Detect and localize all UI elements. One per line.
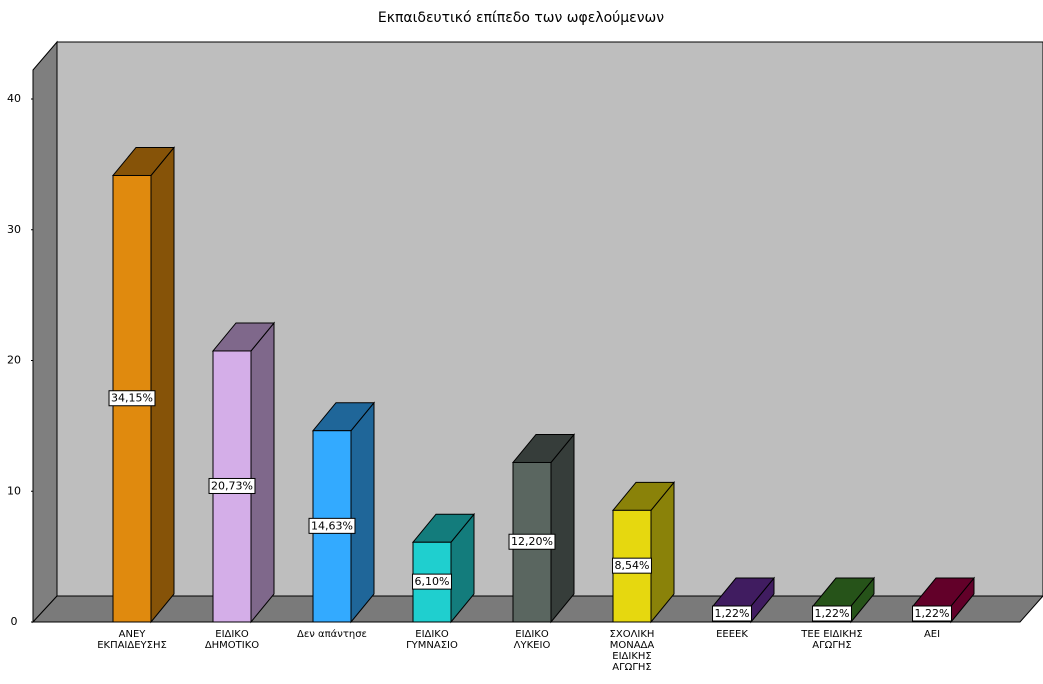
y-tick-label: 40 bbox=[7, 92, 21, 105]
x-tick-label: ΕΕΕΕΚ bbox=[716, 629, 748, 640]
x-tick-label: ΤΕΕ ΕΙΔΙΚΗΣ ΑΓΩΓΗΣ bbox=[800, 629, 862, 651]
x-tick-label: ΕΙΔΙΚΟ ΔΗΜΟΤΙΚΟ bbox=[205, 629, 259, 651]
chart-title: Εκπαιδευτικό επίπεδο των ωφελούμενων bbox=[378, 10, 664, 26]
bar-side bbox=[550, 433, 575, 624]
bar bbox=[311, 401, 376, 624]
bar bbox=[411, 512, 476, 624]
value-label-box bbox=[208, 477, 256, 494]
value-label: 34,15% bbox=[111, 392, 153, 405]
value-label: 12,20% bbox=[511, 535, 553, 548]
y-tick-label: 0 bbox=[11, 615, 18, 628]
value-label: 20,73% bbox=[211, 479, 253, 492]
value-label-box bbox=[508, 533, 556, 550]
bar bbox=[211, 321, 276, 624]
value-label-box bbox=[308, 517, 356, 534]
value-label: 8,54% bbox=[615, 559, 650, 572]
bar bbox=[111, 146, 176, 624]
bar-side bbox=[350, 401, 375, 624]
value-label: 1,22% bbox=[715, 607, 750, 620]
bar-side bbox=[150, 146, 175, 624]
value-label-box bbox=[412, 573, 452, 590]
y-tick-label: 30 bbox=[7, 223, 21, 236]
x-tick-label: ΣΧΟΛΙΚΗ ΜΟΝΑΔΑ ΕΙΔΙΚΗΣ ΑΓΩΓΗΣ bbox=[610, 629, 655, 673]
x-tick-label: ΑΕΙ bbox=[924, 629, 940, 640]
value-label: 1,22% bbox=[815, 607, 850, 620]
x-tick-label: ΕΙΔΙΚΟ ΛΥΚΕΙΟ bbox=[514, 629, 551, 651]
x-tick-label: ΑΝΕΥ ΕΚΠΑΙΔΕΥΣΗΣ bbox=[97, 629, 167, 651]
y-tick-label: 20 bbox=[7, 354, 21, 367]
value-label-box bbox=[612, 557, 652, 574]
value-label-box bbox=[912, 605, 952, 622]
x-tick-label: ΕΙΔΙΚΟ ΓΥΜΝΑΣΙΟ bbox=[406, 629, 458, 651]
value-label-box bbox=[108, 390, 156, 407]
bar-side bbox=[250, 321, 275, 624]
value-label: 14,63% bbox=[311, 519, 353, 532]
value-label-box bbox=[712, 605, 752, 622]
value-label: 6,10% bbox=[415, 575, 450, 588]
bar bbox=[611, 480, 676, 624]
value-label-box bbox=[812, 605, 852, 622]
side-wall bbox=[32, 40, 58, 624]
x-tick-label: Δεν απάντησε bbox=[297, 628, 367, 640]
value-label: 1,22% bbox=[915, 607, 950, 620]
bar bbox=[511, 433, 576, 624]
y-tick-label: 10 bbox=[7, 484, 21, 497]
